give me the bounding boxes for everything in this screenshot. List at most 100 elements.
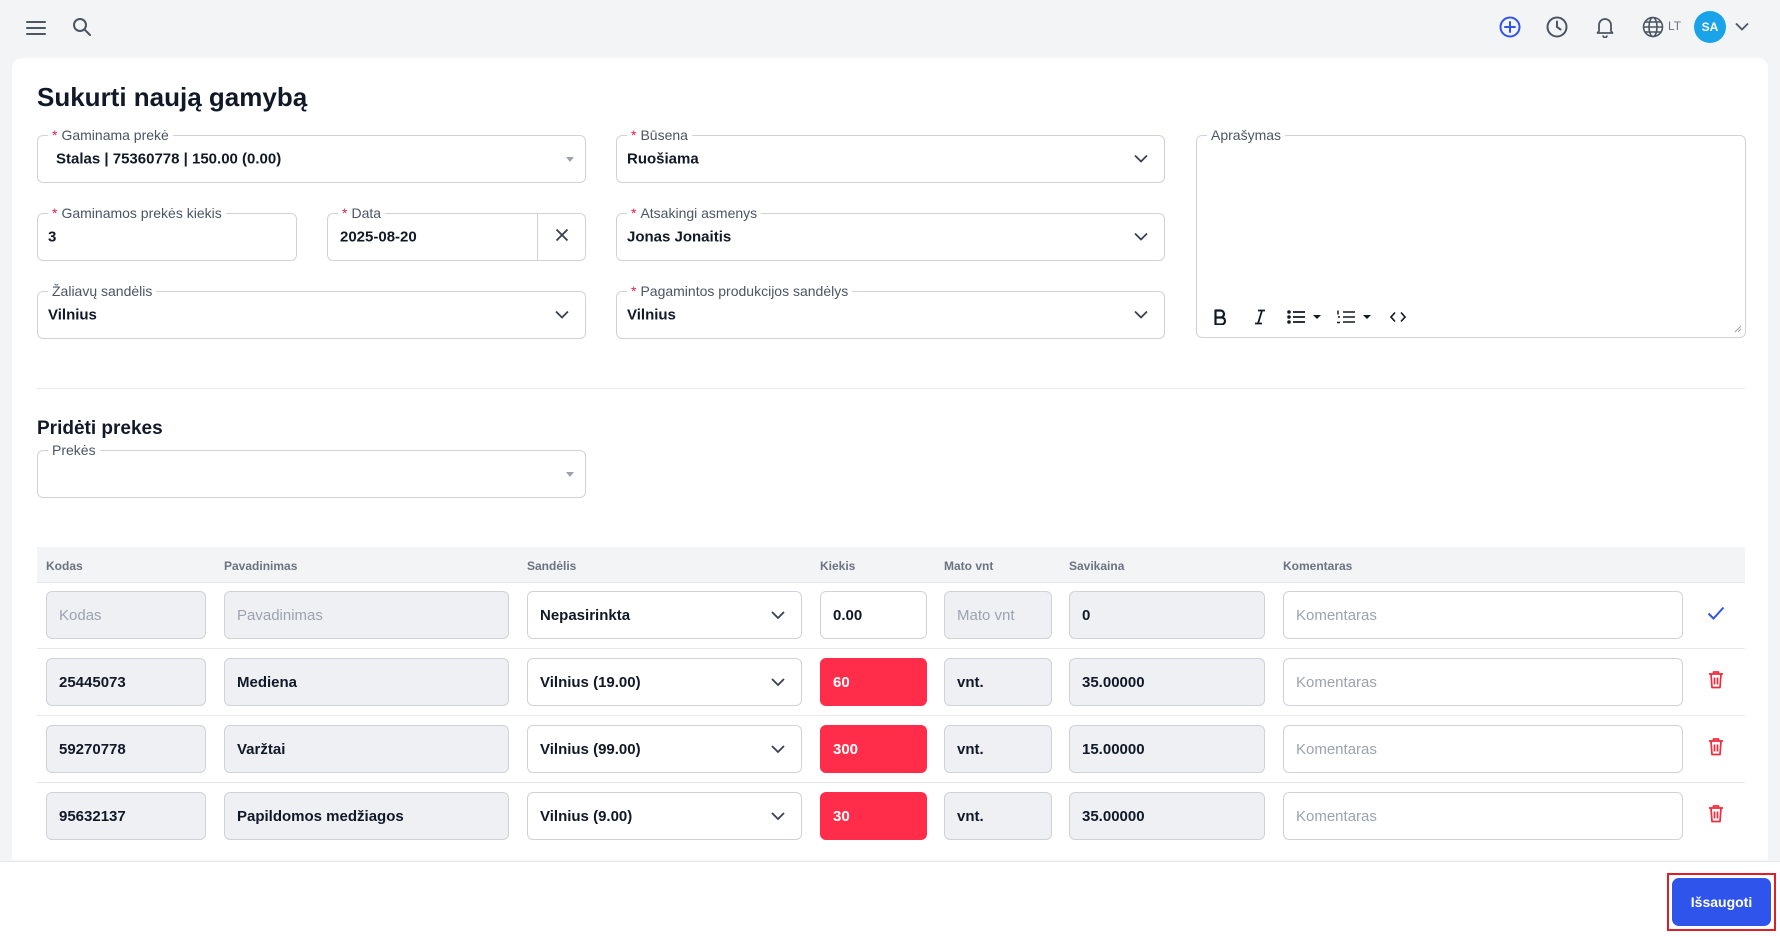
clear-date-button[interactable] bbox=[537, 214, 585, 260]
avatar[interactable]: SA bbox=[1694, 11, 1726, 43]
bullet-list-icon[interactable] bbox=[1285, 306, 1325, 328]
confirm-row-button[interactable] bbox=[1702, 601, 1730, 629]
save-button[interactable]: Išsaugoti bbox=[1672, 878, 1771, 926]
chevron-down-icon bbox=[771, 607, 785, 624]
italic-icon[interactable] bbox=[1249, 306, 1271, 328]
row-divider bbox=[37, 782, 1745, 783]
status-value: Ruošiama bbox=[627, 150, 699, 168]
responsible-select[interactable]: * Atsakingi asmenys Jonas Jonaitis bbox=[616, 204, 1165, 261]
date-field[interactable]: * Data 2025-08-20 bbox=[327, 204, 586, 261]
row-quantity-input[interactable]: 30 bbox=[820, 792, 927, 840]
add-products-title: Pridėti prekes bbox=[37, 418, 163, 439]
row-name[interactable]: Papildomos medžiagos bbox=[224, 792, 509, 840]
delete-row-button[interactable] bbox=[1702, 802, 1730, 830]
row-comment-input[interactable]: Komentaras bbox=[1283, 792, 1683, 840]
raw-warehouse-value: Vilnius bbox=[48, 306, 97, 324]
quantity-field[interactable]: * Gaminamos prekės kiekis 3 bbox=[37, 204, 297, 261]
row-name[interactable]: Varžtai bbox=[224, 725, 509, 773]
chevron-down-icon bbox=[1134, 306, 1148, 324]
description-editor[interactable]: Aprašymas bbox=[1196, 126, 1746, 338]
product-warehouse-label: * Pagamintos produkcijos sandėlys bbox=[627, 282, 853, 300]
column-header-unit: Mato vnt bbox=[944, 559, 994, 573]
section-divider bbox=[37, 388, 1745, 389]
date-value: 2025-08-20 bbox=[340, 228, 417, 246]
globe-icon[interactable] bbox=[1640, 14, 1666, 40]
row-quantity-input[interactable]: 300 bbox=[820, 725, 927, 773]
row-code[interactable]: 25445073 bbox=[46, 658, 206, 706]
add-circle-icon[interactable] bbox=[1497, 14, 1523, 40]
products-label: Prekės bbox=[48, 441, 100, 459]
new-name-input[interactable]: Pavadinimas bbox=[224, 591, 509, 639]
search-icon[interactable] bbox=[70, 15, 94, 39]
row-unit[interactable]: vnt. bbox=[944, 792, 1052, 840]
new-cost-input[interactable]: 0 bbox=[1069, 591, 1265, 639]
row-warehouse-value: Vilnius (19.00) bbox=[540, 673, 641, 691]
row-warehouse-select[interactable]: Vilnius (9.00) bbox=[527, 792, 802, 840]
row-warehouse-value: Vilnius (9.00) bbox=[540, 807, 633, 825]
table-header: Kodas Pavadinimas Sandėlis Kiekis Mato v… bbox=[37, 547, 1745, 583]
row-divider bbox=[37, 648, 1745, 649]
product-value: Stalas | 75360778 | 150.00 (0.00) bbox=[56, 150, 282, 168]
trash-icon bbox=[1708, 670, 1724, 694]
code-icon[interactable] bbox=[1387, 306, 1409, 328]
column-header-quantity: Kiekis bbox=[820, 559, 856, 573]
new-warehouse-select[interactable]: Nepasirinkta bbox=[527, 591, 802, 639]
close-icon bbox=[555, 228, 569, 247]
description-label: Aprašymas bbox=[1207, 126, 1286, 144]
new-code-input[interactable]: Kodas bbox=[46, 591, 206, 639]
bell-icon[interactable] bbox=[1592, 14, 1618, 40]
column-header-name: Pavadinimas bbox=[224, 559, 298, 573]
row-warehouse-value: Vilnius (99.00) bbox=[540, 740, 641, 758]
row-quantity-input[interactable]: 60 bbox=[820, 658, 927, 706]
row-divider bbox=[37, 715, 1745, 716]
status-label: * Būsena bbox=[627, 126, 692, 144]
bold-icon[interactable] bbox=[1209, 306, 1231, 328]
products-select[interactable]: Prekės bbox=[37, 441, 586, 498]
product-select[interactable]: * Gaminama prekė Stalas | 75360778 | 150.… bbox=[37, 126, 586, 183]
caret-down-icon bbox=[566, 472, 574, 477]
row-code[interactable]: 59270778 bbox=[46, 725, 206, 773]
row-name[interactable]: Mediena bbox=[224, 658, 509, 706]
new-unit-input[interactable]: Mato vnt bbox=[944, 591, 1052, 639]
row-comment-input[interactable]: Komentaras bbox=[1283, 658, 1683, 706]
column-header-cost: Savikaina bbox=[1069, 559, 1125, 573]
menu-icon[interactable] bbox=[24, 16, 48, 40]
chevron-down-icon bbox=[771, 741, 785, 758]
check-icon bbox=[1707, 606, 1725, 625]
language-label[interactable]: LT bbox=[1668, 19, 1682, 33]
row-cost[interactable]: 35.00000 bbox=[1069, 658, 1265, 706]
new-comment-input[interactable]: Komentaras bbox=[1283, 591, 1683, 639]
top-bar: LT SA bbox=[0, 0, 1780, 56]
footer-bar bbox=[0, 861, 1780, 937]
quantity-value: 3 bbox=[48, 228, 57, 246]
caret-down-icon bbox=[566, 157, 574, 162]
column-header-code: Kodas bbox=[46, 559, 83, 573]
page-title: Sukurti naują gamybą bbox=[37, 82, 308, 112]
row-cost[interactable]: 35.00000 bbox=[1069, 792, 1265, 840]
trash-icon bbox=[1708, 737, 1724, 761]
row-code[interactable]: 95632137 bbox=[46, 792, 206, 840]
new-warehouse-value: Nepasirinkta bbox=[540, 606, 631, 624]
numbered-list-icon[interactable] bbox=[1335, 306, 1375, 328]
row-cost[interactable]: 15.00000 bbox=[1069, 725, 1265, 773]
raw-warehouse-select[interactable]: Žaliavų sandėlis Vilnius bbox=[37, 282, 586, 339]
resize-handle-icon[interactable] bbox=[1733, 324, 1743, 334]
row-warehouse-select[interactable]: Vilnius (19.00) bbox=[527, 658, 802, 706]
product-warehouse-select[interactable]: * Pagamintos produkcijos sandėlys Vilnius bbox=[616, 282, 1165, 339]
row-unit[interactable]: vnt. bbox=[944, 725, 1052, 773]
responsible-value: Jonas Jonaitis bbox=[627, 228, 732, 246]
new-quantity-input[interactable]: 0.00 bbox=[820, 591, 927, 639]
status-select[interactable]: * Būsena Ruošiama bbox=[616, 126, 1165, 183]
product-warehouse-value: Vilnius bbox=[627, 306, 676, 324]
row-unit[interactable]: vnt. bbox=[944, 658, 1052, 706]
history-clock-icon[interactable] bbox=[1544, 14, 1570, 40]
chevron-down-icon bbox=[555, 306, 569, 324]
raw-warehouse-label: Žaliavų sandėlis bbox=[48, 282, 157, 300]
responsible-label: * Atsakingi asmenys bbox=[627, 204, 762, 222]
delete-row-button[interactable] bbox=[1702, 668, 1730, 696]
row-comment-input[interactable]: Komentaras bbox=[1283, 725, 1683, 773]
chevron-down-icon bbox=[771, 674, 785, 691]
delete-row-button[interactable] bbox=[1702, 735, 1730, 763]
row-warehouse-select[interactable]: Vilnius (99.00) bbox=[527, 725, 802, 773]
chevron-down-icon[interactable] bbox=[1732, 16, 1752, 36]
